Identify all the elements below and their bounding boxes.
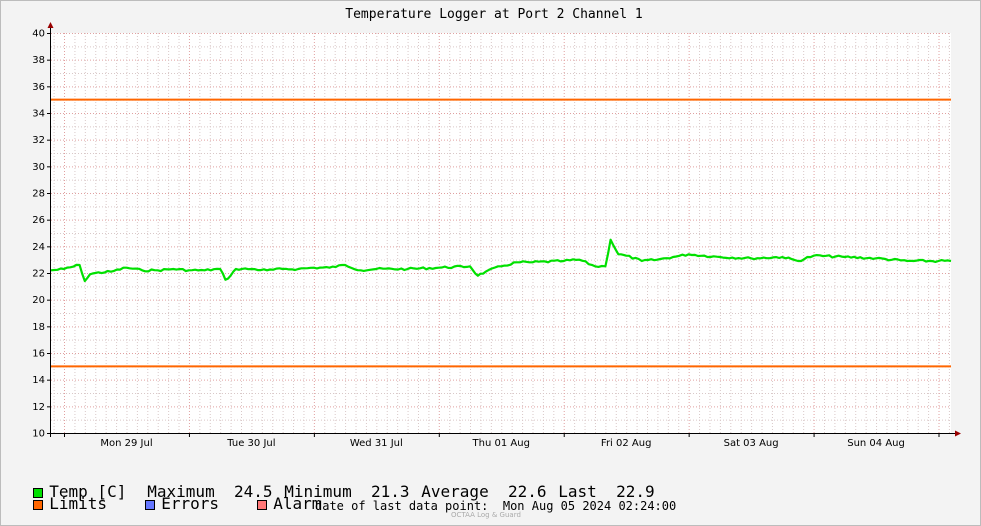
y-tick-label: 24 [32,242,45,253]
y-tick-label: 12 [32,402,45,413]
stat-minimum-label: Minimum [284,482,352,501]
y-tick-label: 32 [32,135,45,146]
x-tick-labels: Mon 29 Jul Tue 30 Jul Wed 31 Jul Thu 01 Aug… [100,438,905,449]
y-tick-label: 22 [32,269,45,280]
y-tick-label: 34 [32,109,45,120]
y-tick-label: 38 [32,55,45,66]
errors-swatch-icon [145,500,156,510]
limit-lines [51,98,951,368]
stat-maximum: Maximum 24.5 [128,463,273,501]
axes [47,22,961,437]
x-tick-label: Thu 01 Aug [472,438,530,449]
stat-average: Average 22.6 [402,463,547,501]
x-axis-arrow-icon [955,430,961,437]
y-tick-label: 40 [32,29,45,40]
legend-item-limits: Limits [14,475,107,513]
temp-swatch-icon [33,488,44,498]
legend-label-errors: Errors [161,494,220,513]
x-tick-label: Sun 04 Aug [847,438,905,449]
last-data-point-label: date of last data point: [315,499,489,513]
y-tick-label: 18 [32,322,45,333]
legend-item-temp: Temp [C] [14,463,126,501]
stat-last-label: Last [558,482,597,501]
legend-label-temp: Temp [C] [49,482,127,501]
stat-minimum: Minimum 21.3 [265,463,410,501]
x-tick-label: Wed 31 Jul [350,438,403,449]
legend-item-alarm: Alarm [238,475,321,513]
stat-maximum-value: 24.5 [233,482,273,501]
y-tick-label: 20 [32,295,45,306]
stat-maximum-label: Maximum [147,482,215,501]
legend-item-errors: Errors [126,475,219,513]
y-tick-label: 30 [32,162,45,173]
brand-footer: OCTAA Log & Guard [451,511,521,519]
x-tick-label: Sat 03 Aug [724,438,779,449]
stat-minimum-value: 21.3 [370,482,410,501]
x-tick-label: Tue 30 Jul [226,438,275,449]
legend-label-limits: Limits [49,494,108,513]
stat-average-value: 22.6 [507,482,547,501]
stat-last: Last 22.9 [539,463,655,501]
last-data-point: date of last data point: Mon Aug 05 2024… [315,499,676,513]
y-tick-label: 14 [32,375,45,386]
y-tick-label: 16 [32,349,45,360]
x-tick-label: Fri 02 Aug [601,438,652,449]
limits-swatch-icon [33,500,44,510]
last-data-point-value: Mon Aug 05 2024 02:24:00 [502,499,677,513]
legend-label-alarm: Alarm [273,494,322,513]
stat-average-label: Average [421,482,489,501]
y-tick-label: 36 [32,82,45,93]
alarm-swatch-icon [257,500,268,510]
series-lines [50,238,952,283]
y-tick-label: 26 [32,215,45,226]
stat-last-value: 22.9 [616,482,655,501]
y-tick-label: 28 [32,189,45,200]
temp-series-line [50,238,952,283]
y-tick-label: 10 [32,429,45,440]
chart-title: Temperature Logger at Port 2 Channel 1 [345,7,642,22]
y-tick-labels: 10 12 14 16 18 20 22 24 26 28 30 32 34 36 38 40 [32,29,45,440]
x-tick-label: Mon 29 Jul [100,438,152,449]
y-axis-arrow-icon [47,22,54,28]
